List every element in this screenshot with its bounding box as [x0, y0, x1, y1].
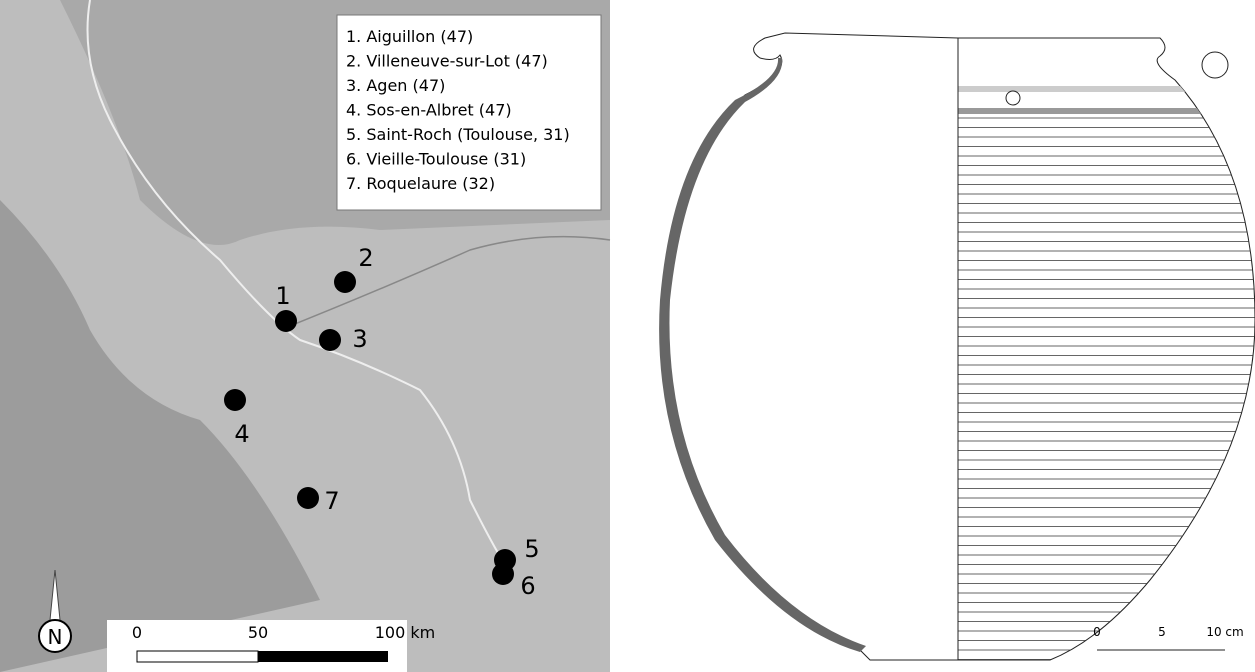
- site-label: 3: [352, 325, 367, 353]
- map: 1. Aiguillon (47) 2. Villeneuve-sur-Lot (…: [0, 0, 611, 672]
- site-marker: [334, 271, 356, 293]
- north-label: N: [48, 625, 63, 649]
- stamp: [1005, 90, 1021, 106]
- legend-item: 3. Agen (47): [346, 76, 445, 95]
- decor-band: [958, 108, 1218, 114]
- scale-label: 100 km: [375, 623, 435, 642]
- vessel-scale-label: 5: [1158, 625, 1166, 639]
- terrain-low: [0, 200, 320, 672]
- scale-label: 50: [248, 623, 268, 642]
- hatching: [958, 117, 1255, 660]
- legend-item: 4. Sos-en-Albret (47): [346, 101, 512, 120]
- decor-band: [958, 86, 1198, 92]
- scale-box: [107, 620, 407, 672]
- legend-item: 6. Vieille-Toulouse (31): [346, 150, 526, 169]
- site-marker: [275, 310, 297, 332]
- river: [86, 0, 506, 566]
- site-marker: [297, 487, 319, 509]
- vessel: 0 5 10 cm: [659, 32, 1255, 661]
- site-marker: [492, 563, 514, 585]
- legend-item: 5. Saint-Roch (Toulouse, 31): [346, 125, 570, 144]
- vessel-left: [663, 32, 959, 661]
- vessel-right: [957, 37, 1255, 661]
- site-label: 4: [234, 420, 249, 448]
- site-label: 2: [358, 244, 373, 272]
- scale-label: 0: [132, 623, 142, 642]
- legend-item: 2. Villeneuve-sur-Lot (47): [346, 52, 548, 71]
- scale-bar-white: [136, 650, 259, 663]
- site-marker: [319, 329, 341, 351]
- site-marker: [224, 389, 246, 411]
- site-label: 7: [324, 487, 339, 515]
- scale-bar-black: [258, 651, 388, 662]
- sites: 1 2 3 4 5 6 7: [224, 244, 540, 600]
- site-label: 5: [524, 535, 539, 563]
- stamp: [1201, 51, 1229, 79]
- legend-box: [336, 14, 602, 211]
- legend: 1. Aiguillon (47) 2. Villeneuve-sur-Lot (…: [346, 27, 570, 193]
- river-lot: [279, 235, 611, 331]
- site-label: 6: [520, 572, 535, 600]
- site-label: 1: [275, 282, 290, 310]
- vessel-scale-label: 0: [1093, 625, 1101, 639]
- legend-item: 1. Aiguillon (47): [346, 27, 473, 46]
- vessel-scale-label: 10 cm: [1206, 625, 1243, 639]
- legend-item: 7. Roquelaure (32): [346, 174, 495, 193]
- north-circle: [38, 619, 72, 653]
